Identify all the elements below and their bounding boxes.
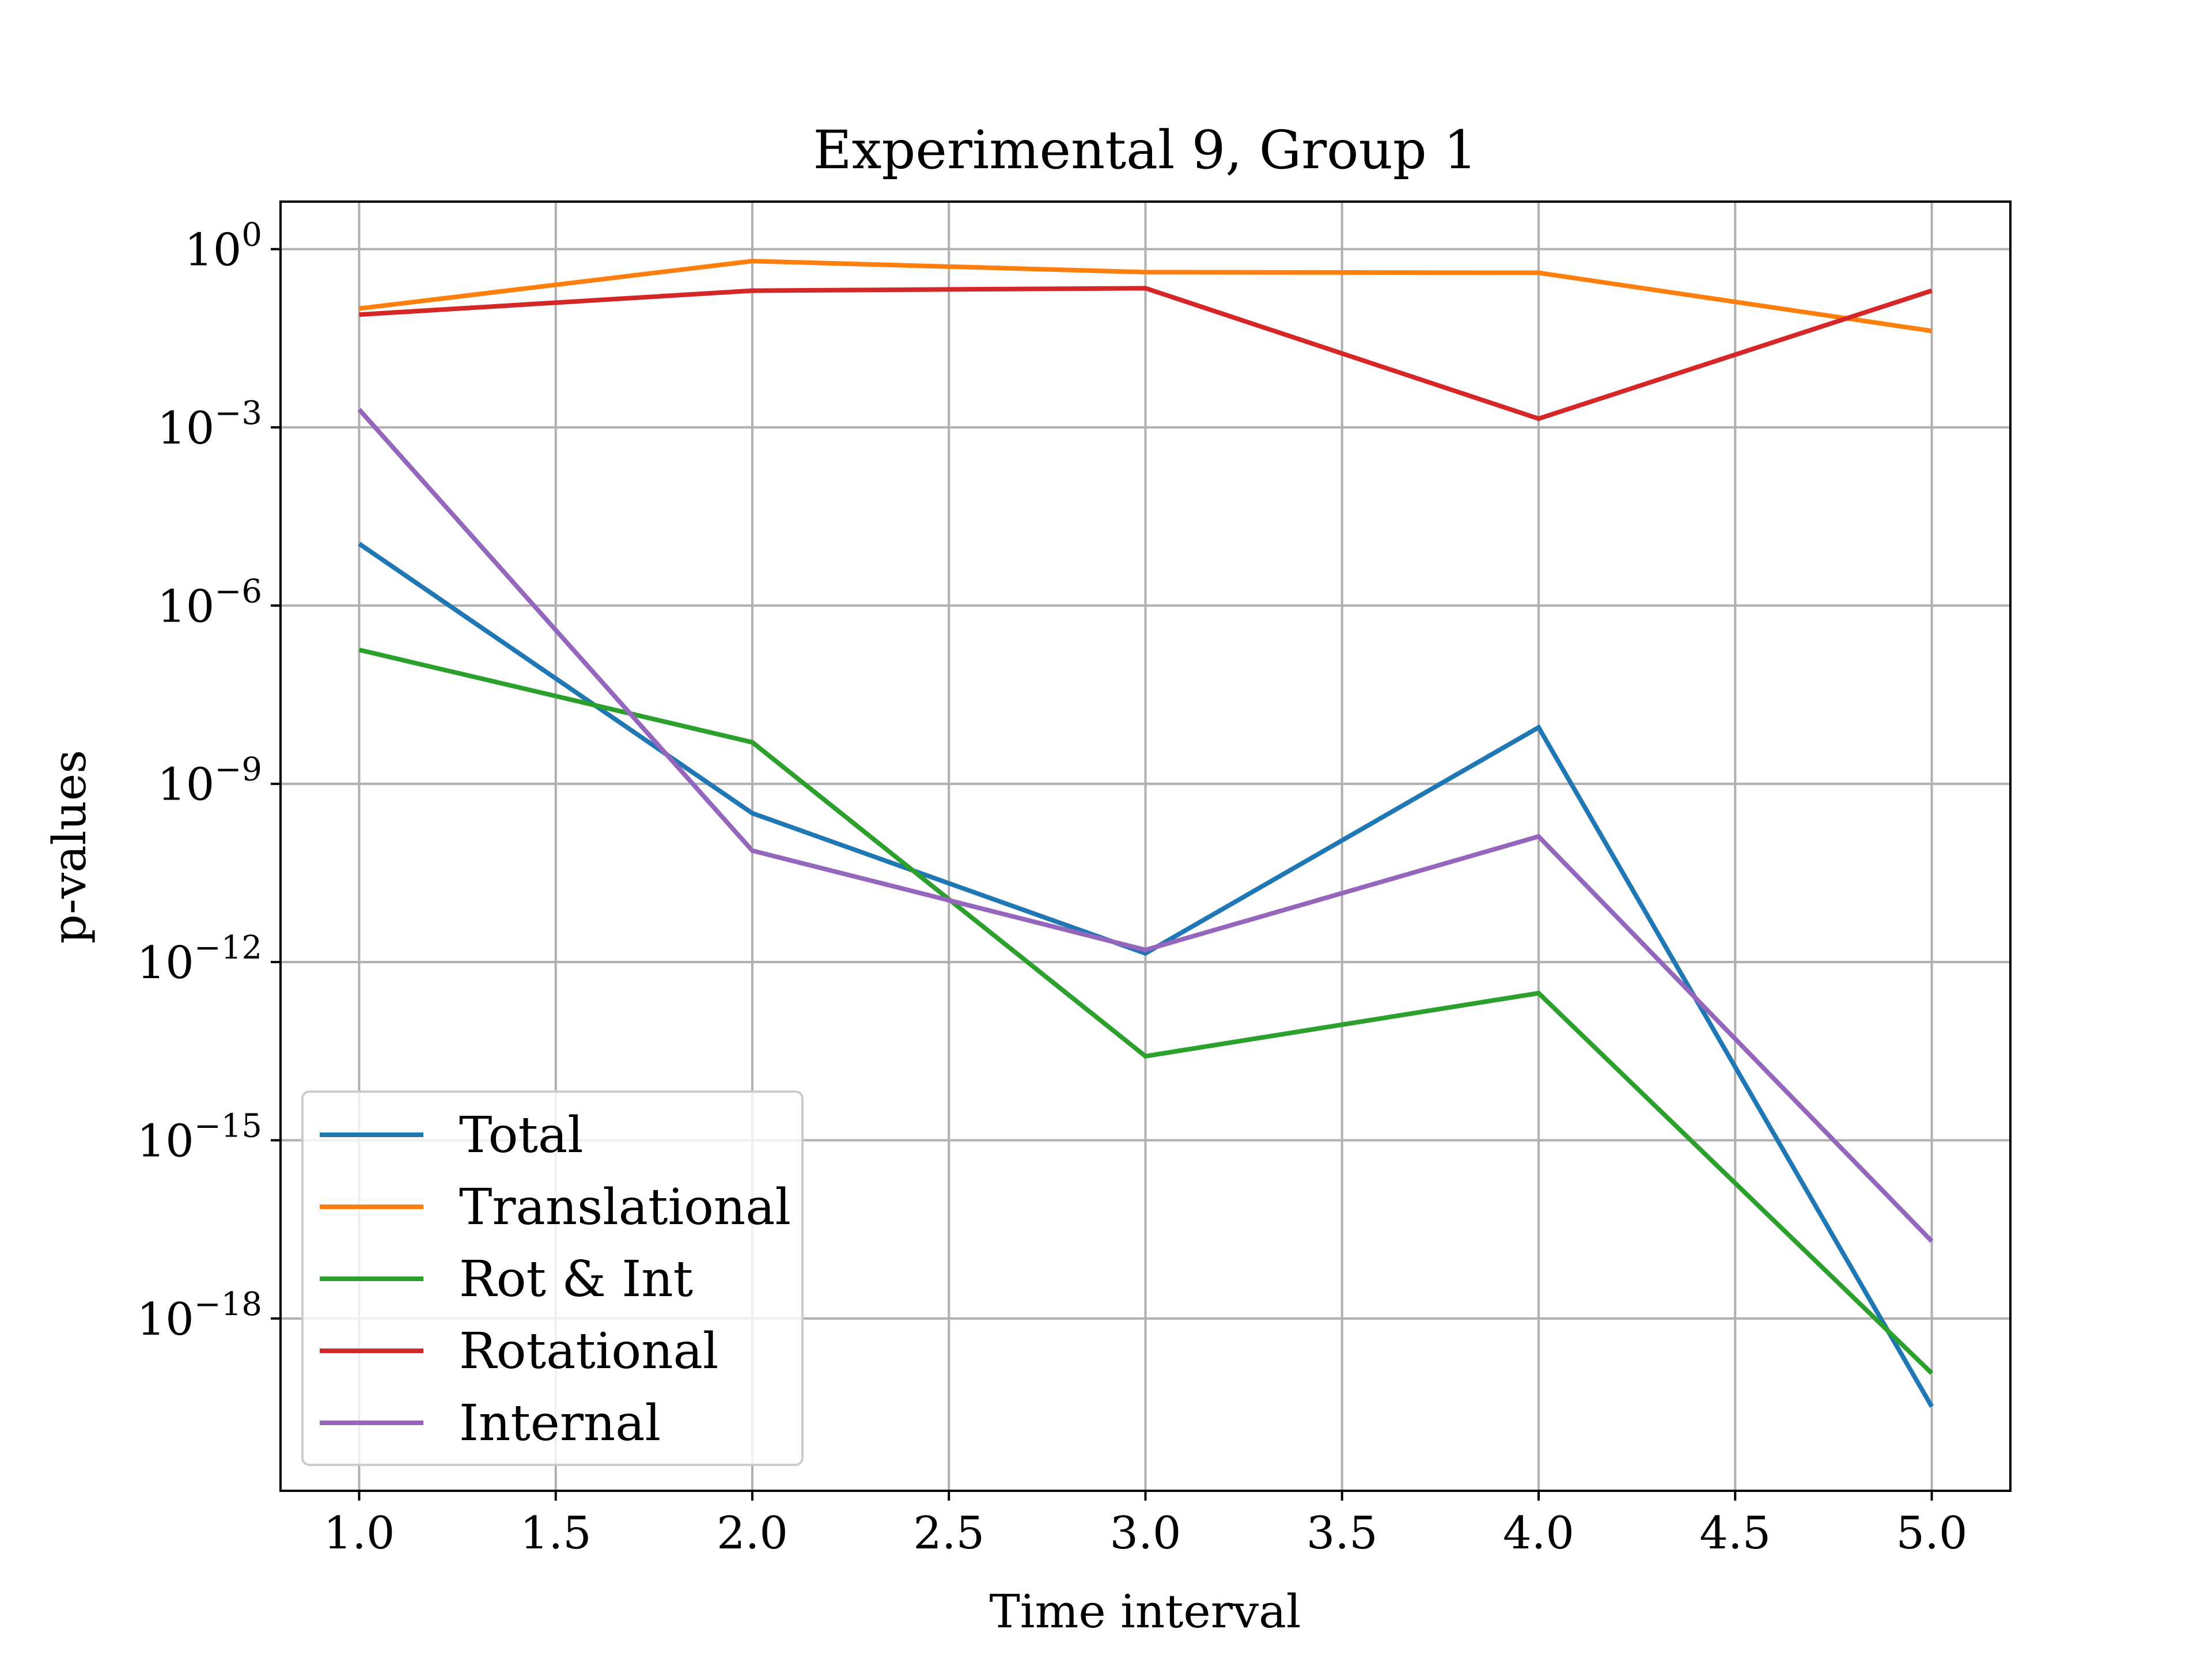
legend-label: Translational	[459, 1179, 791, 1236]
y-tick-exponent: −15	[194, 1108, 262, 1145]
x-tick-label: 5.0	[1896, 1508, 1967, 1559]
y-tick-label: 10−3	[157, 395, 262, 454]
series-line-translational	[359, 259, 1933, 334]
y-tick-base: 10	[184, 225, 241, 276]
grid	[281, 202, 2010, 1491]
y-tick-base: 10	[157, 759, 214, 811]
x-tick-label: 1.0	[323, 1508, 395, 1559]
y-tick-label: 10−12	[137, 929, 262, 989]
x-tick-label: 3.5	[1306, 1508, 1378, 1559]
series-line-total	[358, 541, 1934, 1408]
legend: Total Translational Rot & Int Rotational Int…	[301, 1090, 804, 1466]
y-tick-base: 10	[157, 581, 214, 632]
x-tick-label: 4.5	[1699, 1508, 1771, 1559]
x-tick-label: 2.0	[717, 1508, 788, 1559]
y-tick-exponent: −6	[214, 573, 262, 610]
x-tick-label: 4.0	[1503, 1508, 1574, 1559]
chart-title: Experimental 9, Group 1	[813, 119, 1477, 181]
x-tick-label: 1.5	[520, 1508, 592, 1559]
y-tick-base: 10	[137, 937, 194, 989]
y-tick-exponent: −3	[214, 395, 262, 432]
y-tick-base: 10	[137, 1116, 194, 1168]
legend-label: Total	[459, 1107, 584, 1164]
series-line-rotational	[359, 286, 1933, 422]
series-line-rot-int	[358, 647, 1934, 1375]
y-tick-exponent: −9	[214, 751, 262, 789]
legend-frame	[301, 1090, 804, 1466]
x-axis-ticks: 1.0 1.5 2.0 2.5 3.0 3.5 4.0 4.5 5.0	[323, 1491, 1968, 1559]
y-tick-exponent: 0	[241, 217, 262, 254]
series-lines	[357, 259, 1934, 1408]
y-tick-label: 10−9	[157, 751, 262, 811]
y-tick-base: 10	[137, 1294, 194, 1346]
x-tick-label: 3.0	[1109, 1508, 1181, 1559]
legend-label: Rot & Int	[459, 1251, 693, 1308]
legend-label: Internal	[459, 1395, 661, 1452]
y-tick-label: 10−15	[137, 1108, 262, 1168]
x-axis-label: Time interval	[990, 1585, 1301, 1638]
x-tick-label: 2.5	[913, 1508, 984, 1559]
y-tick-base: 10	[157, 403, 214, 454]
legend-label: Rotational	[459, 1323, 718, 1380]
y-tick-exponent: −12	[194, 929, 262, 967]
y-tick-label: 10−6	[157, 573, 262, 632]
y-tick-label: 10−18	[137, 1286, 262, 1346]
y-axis-label: p-values	[43, 750, 96, 944]
series-line-internal	[357, 408, 1934, 1243]
y-tick-label: 100	[184, 217, 262, 276]
y-tick-exponent: −18	[194, 1286, 262, 1323]
